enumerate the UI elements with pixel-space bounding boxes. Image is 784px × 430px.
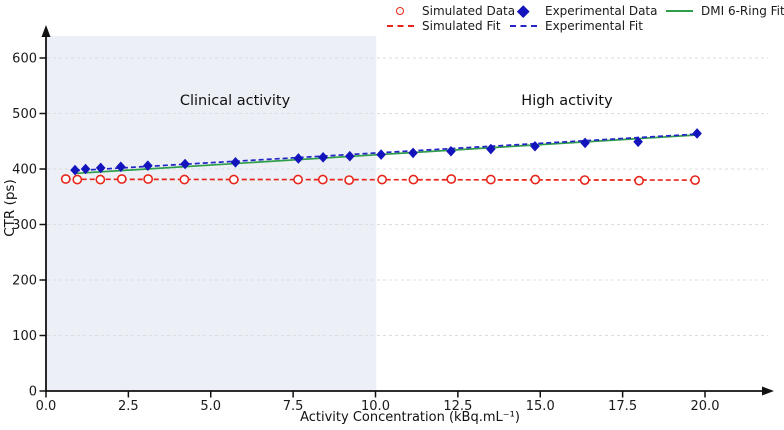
data-point-simulated: [690, 175, 701, 185]
x-axis-arrow-icon: [762, 386, 774, 396]
fit-line: [74, 134, 699, 175]
x-tick-label: 2.5: [118, 399, 139, 414]
data-point-simulated: [344, 175, 355, 185]
data-point-experimental: [486, 143, 496, 155]
data-point-simulated: [446, 174, 457, 184]
y-tick-label: 200: [12, 274, 37, 289]
x-tick-label: 10.0: [361, 399, 390, 414]
legend-handle: [508, 25, 538, 27]
y-tick-label: 500: [12, 107, 37, 122]
y-tick-label: 100: [12, 329, 37, 344]
dashed-line-marker-icon: [386, 25, 414, 27]
data-point-experimental: [80, 163, 91, 175]
data-point-simulated: [485, 174, 496, 185]
data-point-simulated: [530, 174, 541, 185]
y-tick-label: 600: [12, 52, 37, 67]
y-tick-label: 0: [29, 385, 37, 400]
data-point-experimental: [180, 158, 190, 170]
data-point-simulated: [579, 175, 590, 185]
x-tick-label: 0.0: [36, 399, 57, 414]
data-point-experimental: [115, 161, 126, 173]
data-point-simulated: [408, 174, 419, 185]
data-point-simulated: [634, 175, 644, 186]
data-point-simulated: [317, 174, 328, 185]
legend-label: Experimental Data: [545, 4, 658, 18]
data-point-experimental: [293, 153, 304, 164]
data-point-simulated: [72, 174, 83, 185]
open-circle-marker-icon: [396, 7, 404, 15]
legend-item-simulated-fit: Simulated Fit: [385, 19, 501, 33]
legend-item-experimental-fit: Experimental Fit: [508, 19, 643, 33]
diamond-marker-icon: [516, 4, 530, 18]
y-tick-label: 400: [12, 163, 37, 178]
legend-handle: [385, 25, 415, 27]
y-tick-label: 300: [12, 218, 37, 233]
y-axis-arrow-icon: [41, 25, 51, 37]
legend-label: Experimental Fit: [545, 19, 643, 33]
data-point-experimental: [318, 152, 328, 163]
data-point-experimental: [95, 162, 106, 174]
data-point-experimental: [344, 150, 355, 162]
x-tick-label: 17.5: [608, 399, 637, 414]
data-point-experimental: [376, 149, 386, 160]
legend-label: Simulated Data: [422, 4, 516, 18]
legend-item-simulated-data: Simulated Data: [385, 4, 515, 18]
data-point-experimental: [143, 160, 153, 171]
data-point-simulated: [116, 174, 127, 184]
x-tick-label: 5.0: [200, 399, 221, 414]
x-axis-label: Activity Concentration (kBq.mL⁻¹): [300, 410, 520, 425]
data-point-experimental: [446, 145, 456, 157]
region-label-high-activity: High activity: [521, 93, 613, 109]
legend-handle: [664, 10, 694, 12]
data-point-simulated: [293, 174, 303, 185]
data-point-experimental: [633, 136, 643, 148]
legend-item-experimental-data: Experimental Data: [508, 4, 658, 18]
legend-handle: [385, 7, 415, 15]
x-tick-label: 7.5: [283, 399, 304, 414]
data-point-simulated: [228, 174, 239, 185]
fit-line: [74, 133, 699, 172]
dashed-line-marker-icon: [509, 25, 537, 27]
solid-line-marker-icon: [665, 10, 693, 12]
legend-label: DMI 6-Ring Fit: [701, 4, 784, 18]
data-point-experimental: [70, 164, 80, 176]
data-point-simulated: [377, 174, 387, 185]
data-point-simulated: [60, 174, 71, 184]
data-point-experimental: [230, 157, 241, 168]
x-tick-label: 12.5: [443, 399, 472, 414]
x-tick-label: 20.0: [691, 399, 720, 414]
shaded-region: [46, 36, 377, 391]
x-tick-label: 15.0: [526, 399, 555, 414]
region-label-clinical-activity: Clinical activity: [179, 93, 291, 109]
data-point-experimental: [408, 147, 418, 159]
data-point-simulated: [95, 174, 106, 185]
y-axis-label: CTR (ps): [2, 179, 18, 237]
data-point-experimental: [530, 140, 540, 152]
data-point-experimental: [692, 128, 702, 139]
legend-handle: [508, 4, 538, 18]
data-point-simulated: [179, 174, 190, 185]
data-point-simulated: [143, 174, 154, 184]
legend-item-dmi-fit: DMI 6-Ring Fit: [664, 4, 784, 18]
legend-label: Simulated Fit: [422, 19, 501, 33]
data-point-experimental: [580, 137, 590, 149]
